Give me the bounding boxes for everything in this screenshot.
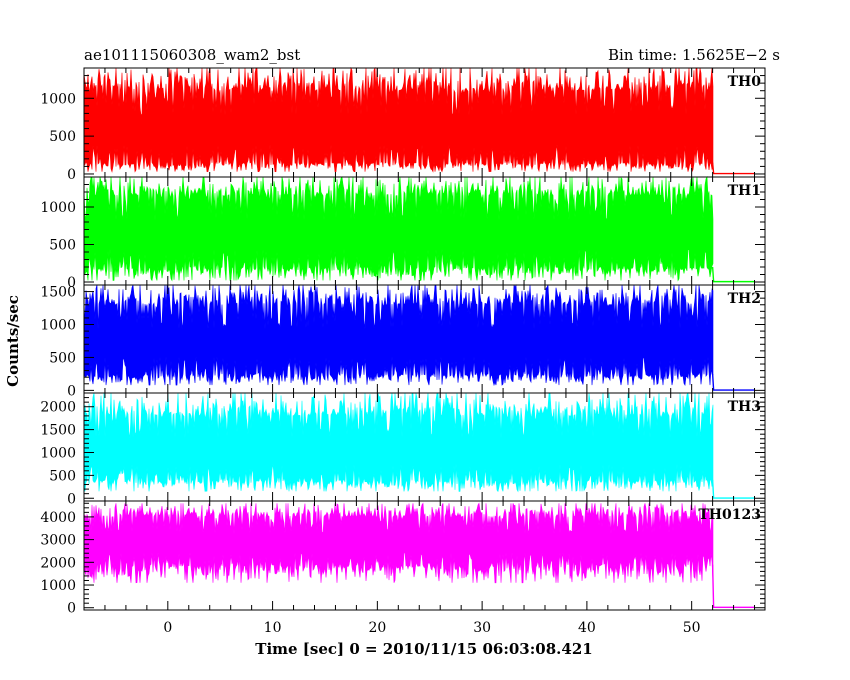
- th2-tail-line: [711, 373, 755, 391]
- th0-signal-band: [83, 66, 714, 173]
- panel-name-th0: TH0: [728, 74, 762, 90]
- th1-tail-line: [711, 266, 755, 283]
- chart-subtitle: Bin time: 1.5625E−2 s: [608, 46, 780, 64]
- th0-y-tick-label: 500: [49, 129, 76, 145]
- th3-y-tick-label: 1000: [40, 445, 76, 461]
- th0123-y-tick-label: 0: [67, 601, 76, 617]
- th0123-y-tick-label: 1000: [40, 578, 76, 594]
- panel-th2: 0 500 1000 1500 TH2: [40, 284, 766, 399]
- panel-name-th2: TH2: [728, 291, 761, 307]
- th3-y-tick-label: 2000: [40, 400, 76, 416]
- panel-name-th3: TH3: [728, 399, 761, 415]
- th3-tail-line: [711, 479, 755, 499]
- th3-y-tick-label: 500: [49, 468, 76, 484]
- panels-group: 0 500 1000 TH0 0 500 1000 TH1 0 500 1000 1500 TH2 0 50…: [40, 66, 766, 617]
- th0123-frame: [83, 500, 766, 611]
- th1-signal-band: [83, 175, 714, 282]
- th0123-y-tick-label: 2000: [40, 555, 76, 571]
- panel-th0: 0 500 1000 TH0: [40, 66, 766, 183]
- x-tick-label: 20: [368, 620, 386, 636]
- x-tick-label: 0: [163, 620, 172, 636]
- th0-tail-line: [711, 162, 755, 175]
- panel-th3: 0 500 1000 1500 2000 TH3: [40, 392, 766, 507]
- th2-y-tick-label: 0: [67, 383, 76, 399]
- y-axis-label: Counts/sec: [4, 295, 22, 387]
- x-tick-labels: 0 10 20 30 40 50: [163, 620, 700, 636]
- x-tick-label: 40: [578, 620, 596, 636]
- x-tick-label: 50: [683, 620, 701, 636]
- th2-y-tick-label: 1500: [40, 285, 76, 301]
- th0123-y-tick-label: 3000: [40, 533, 76, 549]
- th3-y-tick-label: 0: [67, 491, 76, 507]
- panel-name-th1: TH1: [728, 183, 761, 199]
- th3-y-tick-label: 1500: [40, 423, 76, 439]
- th1-y-tick-label: 0: [67, 275, 76, 291]
- panel-th1: 0 500 1000 TH1: [40, 175, 766, 291]
- panel-name-th0123: TH0123: [698, 507, 761, 523]
- th0-y-tick-label: 0: [67, 167, 76, 183]
- th1-y-tick-label: 1000: [40, 200, 76, 216]
- th0123-signal-band: [83, 502, 714, 584]
- x-tick-label: 30: [473, 620, 491, 636]
- th3-signal-band: [83, 392, 714, 493]
- x-tick-label: 10: [264, 620, 282, 636]
- panel-th0123: 0 1000 2000 3000 4000 TH0123: [40, 500, 766, 617]
- th2-y-tick-label: 500: [49, 350, 76, 366]
- chart-title: ae101115060308_wam2_bst: [84, 46, 300, 64]
- th1-y-tick-label: 500: [49, 238, 76, 254]
- th0123-y-tick-label: 4000: [40, 510, 76, 526]
- x-axis-label: Time [sec] 0 = 2010/11/15 06:03:08.421: [255, 640, 592, 658]
- th2-y-tick-label: 1000: [40, 318, 76, 334]
- th0123-tail-line: [711, 564, 755, 608]
- th0-y-tick-label: 1000: [40, 91, 76, 107]
- th2-signal-band: [83, 284, 714, 387]
